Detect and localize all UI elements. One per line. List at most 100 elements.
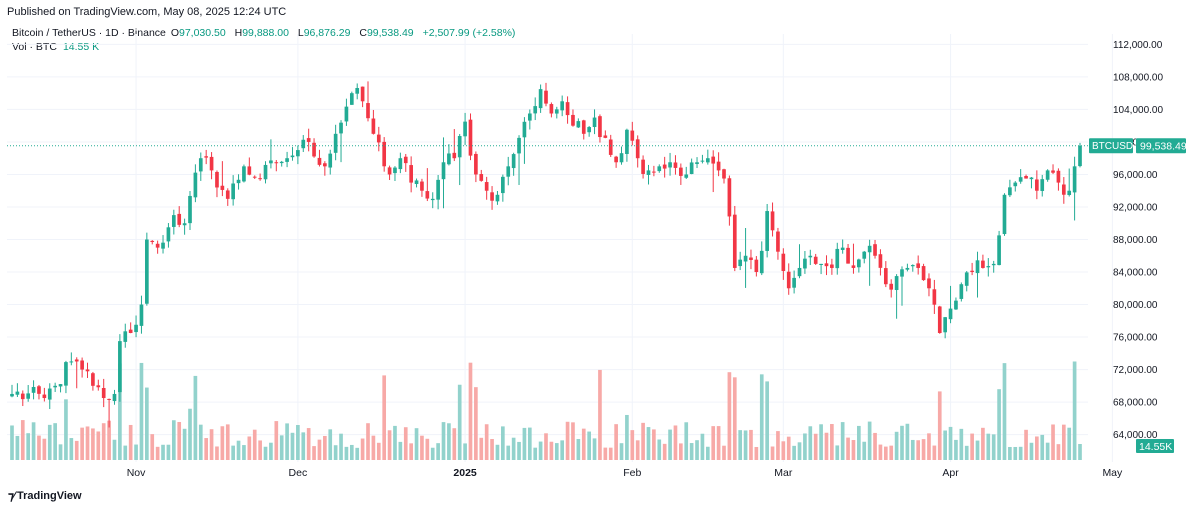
volume-bar: [166, 444, 171, 460]
candle-body: [673, 162, 678, 168]
volume-bar: [614, 424, 618, 460]
volume-bar: [835, 445, 840, 460]
candle-body: [118, 341, 122, 393]
candle-body: [581, 120, 586, 134]
volume-bar: [1056, 444, 1061, 460]
candle-body: [905, 267, 910, 270]
candle-body: [484, 182, 489, 191]
candle-body: [501, 176, 505, 194]
candle-body: [474, 153, 478, 175]
volume-bar: [209, 429, 214, 460]
candle-body: [279, 161, 284, 164]
volume-bar: [317, 439, 322, 460]
volume-bar: [285, 423, 289, 460]
candle-body: [436, 179, 440, 200]
high-value: 99,888.00: [242, 27, 289, 39]
candle-body: [85, 369, 90, 372]
volume-bar: [26, 433, 31, 460]
volume-bar: [220, 426, 225, 460]
candle-body: [657, 166, 662, 172]
close-value: 99,538.49: [366, 27, 414, 39]
candle-body: [31, 386, 36, 393]
volume-bar: [409, 443, 413, 460]
volume-bar: [1051, 424, 1055, 460]
candle-body: [819, 263, 823, 265]
volume-bar: [857, 425, 861, 460]
volume-bar: [797, 442, 802, 460]
volume-bar: [258, 440, 262, 460]
volume-bar: [463, 443, 467, 460]
time-tick-label: Apr: [942, 467, 959, 479]
candle-body: [387, 167, 392, 175]
candle-body: [10, 393, 14, 397]
candle-body: [813, 256, 818, 264]
candle-body: [1018, 177, 1023, 182]
volume-bar: [333, 445, 338, 460]
volume-bar: [1072, 361, 1077, 460]
volume-bar: [943, 430, 947, 460]
candle-body: [247, 166, 252, 175]
volume-bar: [263, 446, 268, 460]
price-tick-label: 76,000.00: [1113, 333, 1158, 344]
volume-bar: [134, 444, 138, 460]
volume-bar: [269, 442, 273, 460]
volume-bar: [776, 431, 780, 460]
volume-bar: [1045, 442, 1050, 460]
volume-bar: [107, 420, 111, 460]
high-label: H: [234, 27, 243, 39]
candle-body: [932, 289, 937, 305]
volume-bar: [53, 423, 57, 460]
close-label: C: [359, 27, 367, 39]
volume-bar: [576, 439, 581, 460]
candle-body: [635, 139, 640, 159]
candle-body: [975, 260, 980, 274]
volume-bar: [964, 445, 969, 460]
volume-bar: [177, 421, 182, 460]
candle-body: [630, 130, 635, 141]
candle-body: [64, 362, 68, 386]
volume-bar: [290, 432, 295, 460]
candle-body: [830, 264, 834, 268]
candle-body: [220, 185, 225, 190]
volume-bar: [954, 439, 958, 460]
symbol-title[interactable]: Bitcoin / TetherUS · 1D · Binance: [12, 27, 166, 39]
volume-bar: [64, 399, 68, 460]
price-tick-label: 96,000.00: [1113, 170, 1158, 181]
volume-bar: [705, 446, 710, 460]
volume-bar: [74, 440, 79, 460]
volume-bar: [862, 441, 867, 460]
candle-body: [15, 391, 20, 395]
volume-bar: [58, 444, 63, 460]
candle-body: [873, 244, 877, 256]
candle-body: [538, 89, 543, 109]
volume-tag: 14.55K: [1136, 439, 1174, 453]
ohlc-legend: Bitcoin / TetherUS · 1D · Binance O97,03…: [12, 27, 521, 39]
volume-bar: [474, 387, 478, 460]
candle-body: [878, 254, 883, 268]
volume-bar: [803, 433, 807, 460]
volume-bar: [808, 426, 813, 460]
candle-body: [846, 247, 850, 264]
tradingview-footer[interactable]: ⁊⁄ TradingView: [8, 489, 82, 503]
candle-body: [803, 258, 807, 269]
volume-bar: [592, 438, 597, 460]
volume-bar: [786, 436, 791, 460]
volume-bar: [501, 426, 505, 460]
candle-body: [867, 245, 872, 253]
volume-bar: [193, 375, 198, 460]
candle-body: [47, 388, 52, 400]
candle-body: [565, 102, 570, 116]
volume-bar: [274, 421, 279, 460]
candle-body: [403, 156, 408, 164]
candle-body: [910, 265, 915, 267]
candle-body: [824, 263, 829, 267]
volume-bar: [560, 440, 565, 460]
candle-body: [668, 162, 672, 168]
candle-body: [954, 300, 958, 310]
candle-body: [447, 153, 451, 165]
volume-bar: [765, 381, 769, 460]
volume-bar: [673, 425, 678, 460]
candle-body: [889, 283, 894, 290]
volume-bar: [398, 441, 403, 460]
